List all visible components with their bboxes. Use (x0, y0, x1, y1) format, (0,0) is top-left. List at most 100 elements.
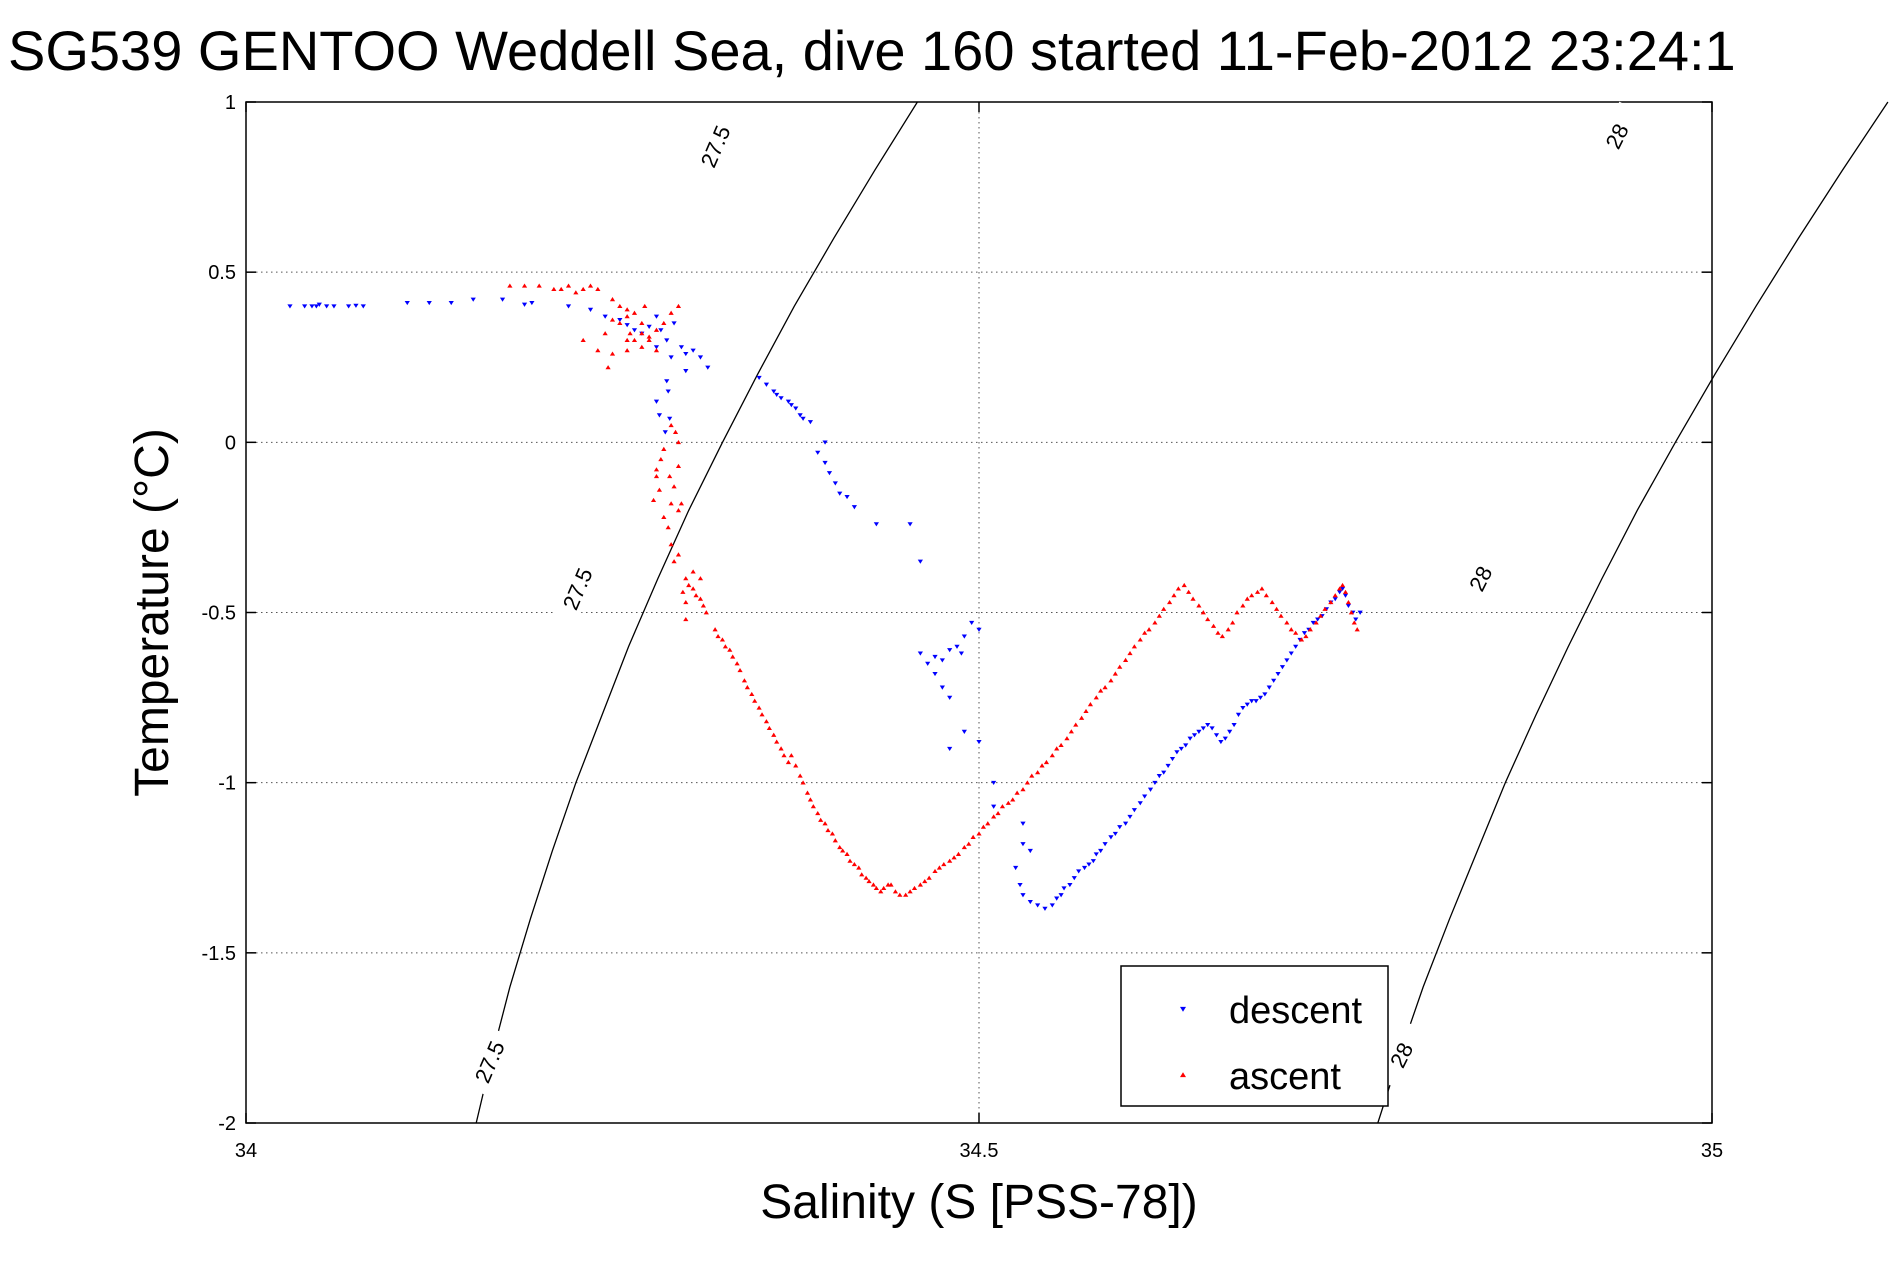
ascent-point (1131, 644, 1137, 649)
descent-point (448, 300, 454, 306)
ascent-point (866, 879, 872, 884)
ascent-point (1156, 613, 1162, 618)
descent-point (353, 303, 359, 308)
ascent-point (810, 804, 816, 809)
descent-point (1086, 862, 1092, 867)
ascent-point (1054, 746, 1060, 751)
ascent-point (1342, 589, 1349, 594)
ascent-point (829, 831, 835, 836)
ascent-point (800, 780, 806, 785)
descent-point (815, 450, 821, 455)
ascent-point (675, 463, 682, 468)
ascent-point (656, 487, 663, 492)
descent-point (832, 481, 838, 486)
ascent-point (825, 827, 831, 833)
ascent-point (917, 882, 923, 887)
grid-lines (246, 102, 1712, 1123)
descent-point (313, 304, 319, 309)
ascent-point (609, 351, 616, 356)
descent-point (1049, 903, 1055, 908)
descent-point (316, 302, 322, 307)
ascent-point (1161, 606, 1167, 611)
ascent-point (1337, 586, 1343, 591)
contour-label-bg (552, 554, 602, 624)
descent-point (1108, 835, 1114, 840)
ascent-point (658, 457, 664, 462)
ascent-point (774, 739, 780, 744)
descent-point (1142, 794, 1148, 799)
ascent-point (1029, 773, 1035, 778)
descent-point (1205, 722, 1211, 728)
ascent-point (961, 844, 967, 850)
ascent-point (521, 283, 528, 288)
descent-point (470, 297, 476, 302)
legend-marker-descent (1180, 1006, 1186, 1012)
ascent-point (778, 746, 784, 751)
descent-point (404, 300, 410, 306)
ascent-point (1288, 627, 1294, 632)
descent-point (969, 620, 975, 626)
ascent-point (642, 303, 648, 309)
descent-point (822, 440, 828, 445)
ascent-point (653, 467, 660, 472)
ascent-point (609, 317, 616, 322)
ascent-point (926, 875, 932, 880)
descent-point (1187, 736, 1193, 741)
ascent-point (675, 508, 682, 513)
descent-point (1218, 740, 1224, 745)
ascent-point (788, 753, 794, 758)
ascent-point (712, 627, 718, 632)
ascent-point (727, 647, 733, 652)
descent-point (1235, 712, 1242, 717)
ascent-point (995, 810, 1001, 816)
ascent-point (668, 310, 674, 315)
descent-point (1345, 603, 1352, 609)
ascent-point (690, 569, 696, 574)
ascent-point (653, 474, 660, 479)
ascent-point (1293, 630, 1299, 635)
descent-point (1054, 896, 1060, 901)
ascent-point (759, 712, 765, 717)
ascent-point (668, 542, 674, 547)
descent-point (1067, 882, 1073, 888)
ascent-point (680, 589, 686, 594)
ascent-point (785, 759, 792, 765)
ascent-point (1219, 633, 1225, 639)
ascent-point (1210, 623, 1217, 628)
ascent-point (822, 821, 828, 826)
ascent-point (722, 644, 728, 649)
descent-point (939, 658, 945, 663)
descent-point (1061, 886, 1067, 891)
ascent-point (863, 875, 869, 880)
ascent-point (980, 824, 986, 829)
descent-point (1196, 729, 1202, 734)
ascent-point (1024, 780, 1030, 785)
y-tick-label: -1 (218, 773, 236, 795)
ascent-point (892, 889, 899, 894)
ascent-point (1010, 797, 1016, 802)
ascent-point (1225, 627, 1231, 632)
descent-point (788, 403, 794, 408)
axis-ticks: 34 34.5 35 1 0.5 0 -0.5 -1 -1.5 -2 (202, 92, 1724, 1162)
ascent-point (639, 320, 645, 326)
ascent-point (1298, 637, 1305, 642)
descent-point (1020, 842, 1026, 847)
ascent-point (1273, 606, 1280, 611)
descent-point (521, 302, 528, 307)
ascent-point (558, 286, 564, 292)
descent-point (1112, 831, 1118, 837)
descent-point (1257, 695, 1264, 700)
descent-point (1183, 743, 1189, 748)
ascent-point (580, 286, 586, 292)
ascent-point (1137, 637, 1143, 642)
ascent-point (661, 446, 667, 451)
ascent-point (1152, 620, 1158, 625)
descent-point (1293, 644, 1299, 649)
descent-point (1275, 671, 1281, 677)
descent-point (705, 365, 711, 370)
ascent-point (837, 844, 843, 850)
chart-title: SG539 GENTOO Weddell Sea, dive 160 start… (8, 19, 1736, 82)
descent-point (668, 355, 674, 360)
descent-point (426, 300, 432, 306)
descent-point (800, 416, 806, 421)
